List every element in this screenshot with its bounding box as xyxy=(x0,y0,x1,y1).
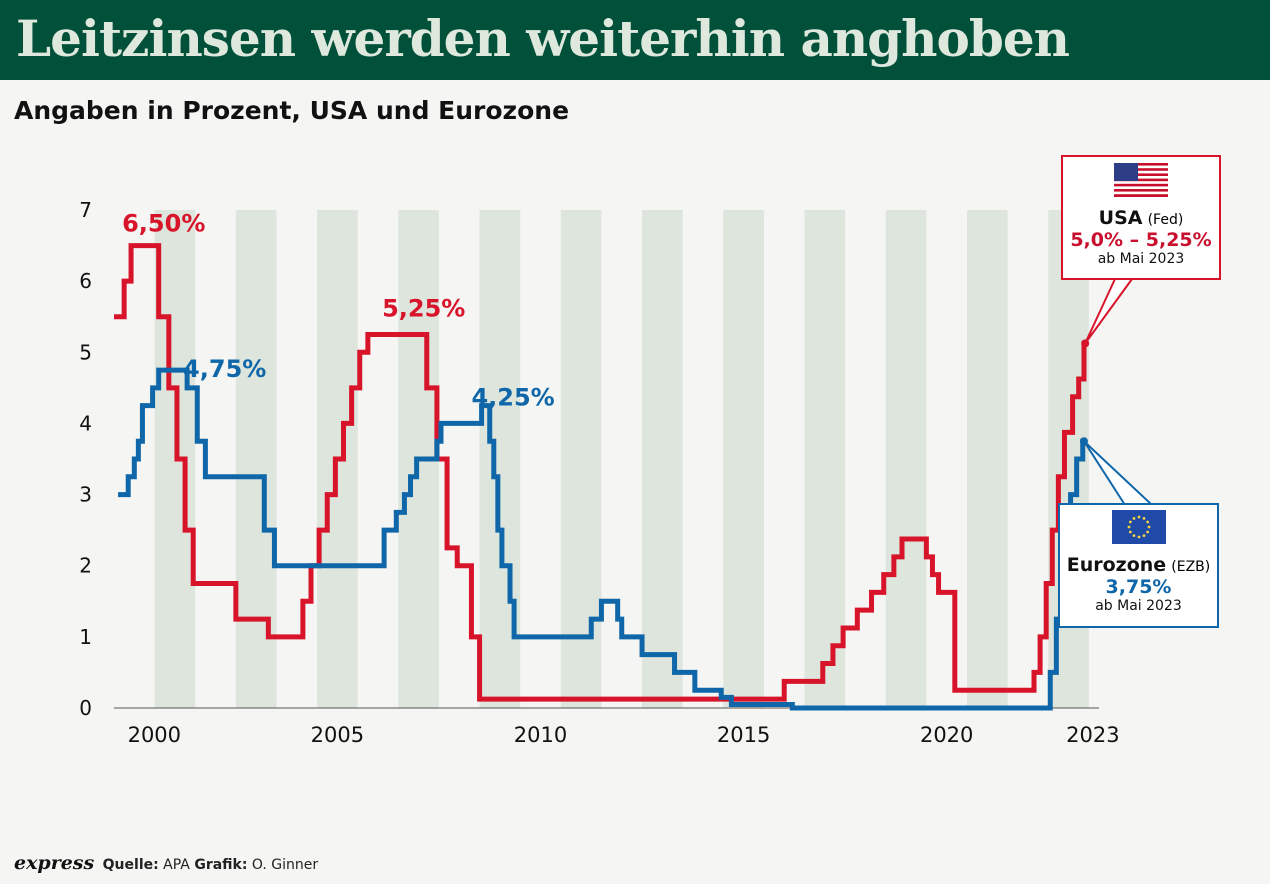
title-bar: Leitzinsen werden weiterhin anghoben xyxy=(0,0,1270,80)
y-tick-label: 4 xyxy=(79,411,92,435)
eu-star xyxy=(1132,534,1135,538)
eurozone-rate-line xyxy=(118,367,1086,711)
brand-logo: express xyxy=(14,852,95,874)
chart-subtitle: Angaben in Prozent, USA und Eurozone xyxy=(14,96,570,125)
y-tick-label: 6 xyxy=(79,269,92,293)
usa-date: ab Mai 2023 xyxy=(1097,251,1185,267)
year-band xyxy=(560,210,602,708)
y-tick-label: 0 xyxy=(79,696,92,720)
eu-star xyxy=(1128,520,1132,524)
usa-callout-pointer xyxy=(1084,278,1133,344)
graphic-value: O. Ginner xyxy=(251,857,319,873)
y-tick-label: 1 xyxy=(79,625,92,649)
eu-star xyxy=(1142,534,1145,538)
eurozone-name: Eurozone xyxy=(1066,554,1167,576)
peak-label: 5,25% xyxy=(382,295,465,323)
x-tick-label: 2010 xyxy=(514,723,567,747)
usa-name: USA xyxy=(1098,207,1143,229)
usa-rate-line xyxy=(114,243,1087,702)
usa-sub: (Fed) xyxy=(1147,212,1184,228)
eu-star xyxy=(1147,525,1150,529)
eu-star xyxy=(1145,530,1149,534)
y-tick-label: 3 xyxy=(79,483,92,507)
eurozone-sub: (EZB) xyxy=(1171,559,1211,575)
y-tick-label: 5 xyxy=(79,340,92,364)
source-label: Quelle: xyxy=(102,857,159,873)
eu-star xyxy=(1127,525,1130,529)
eu-star xyxy=(1132,516,1135,520)
eurozone-date: ab Mai 2023 xyxy=(1095,598,1182,614)
x-tick-label: 2023 xyxy=(1066,723,1119,747)
year-band xyxy=(723,210,764,708)
x-tick-label: 2000 xyxy=(128,723,181,747)
eurozone-callout: Eurozone (EZB) 3,75% ab Mai 2023 xyxy=(1058,503,1219,628)
x-tick-label: 2015 xyxy=(717,723,770,747)
source-value: APA xyxy=(163,857,190,873)
eurozone-value: 3,75% xyxy=(1105,576,1172,598)
eu-star xyxy=(1128,530,1132,534)
y-tick-label: 7 xyxy=(79,198,92,222)
year-band xyxy=(966,210,1008,708)
year-band xyxy=(804,210,846,708)
peak-label: 6,50% xyxy=(122,209,205,237)
footer: express Quelle: APA Grafik: O. Ginner xyxy=(14,852,318,874)
eu-star xyxy=(1137,535,1140,539)
annotations: 6,50% 5,25% 4,75% 4,25% xyxy=(122,209,1153,506)
peak-label: 4,75% xyxy=(183,355,266,383)
usa-value: 5,0% – 5,25% xyxy=(1070,229,1212,251)
x-tick-label: 2020 xyxy=(920,723,973,747)
eu-star xyxy=(1137,515,1140,519)
year-band xyxy=(642,210,683,708)
usa-callout: USA (Fed) 5,0% – 5,25% ab Mai 2023 xyxy=(1061,155,1221,280)
year-band xyxy=(885,210,927,708)
eu-star xyxy=(1142,516,1145,520)
x-tick-label: 2005 xyxy=(311,723,364,747)
eurozone-callout-pointer xyxy=(1083,440,1153,506)
eu-star xyxy=(1145,520,1149,524)
us-flag-icon xyxy=(1114,163,1168,197)
peak-label: 4,25% xyxy=(471,384,554,412)
y-tick-label: 2 xyxy=(79,554,92,578)
chart-title: Leitzinsen werden weiterhin anghoben xyxy=(16,9,1070,68)
eu-flag-icon xyxy=(1111,510,1166,544)
graphic-label: Grafik: xyxy=(194,857,248,873)
